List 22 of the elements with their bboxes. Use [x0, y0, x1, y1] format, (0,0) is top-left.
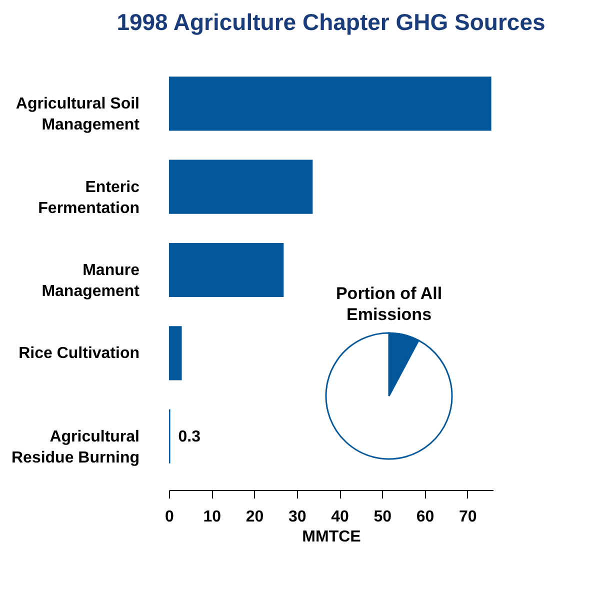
y-tick-label: Manure Management: [42, 262, 140, 300]
x-tick-label: 0: [165, 508, 174, 526]
bar: [169, 242, 284, 298]
x-tick-label: 40: [331, 508, 350, 526]
bar: [169, 326, 182, 380]
y-tick-label: Agricultural Residue Burning: [11, 428, 140, 466]
chart-title: 1998 Agriculture Chapter GHG Sources: [116, 9, 546, 35]
y-tick-label: Agricultural Soil Management: [16, 96, 140, 134]
x-tick-label: 30: [288, 508, 306, 526]
x-tick-label: 10: [203, 508, 222, 526]
bar: [169, 76, 492, 131]
bar: [169, 160, 313, 214]
data-label: 0.3: [178, 428, 201, 446]
y-tick-label: Rice Cultivation: [18, 345, 140, 362]
x-axis-title: MMTCE: [302, 528, 362, 546]
chart-title: Portion of All Emissions: [336, 284, 442, 324]
x-tick-label: 50: [374, 508, 392, 526]
pie-slice: [325, 332, 453, 460]
x-tick-label: 20: [246, 508, 264, 526]
x-tick-label: 60: [416, 508, 434, 526]
y-tick-label: Enteric Fermentation: [38, 178, 140, 217]
x-tick-label: 70: [459, 508, 477, 526]
